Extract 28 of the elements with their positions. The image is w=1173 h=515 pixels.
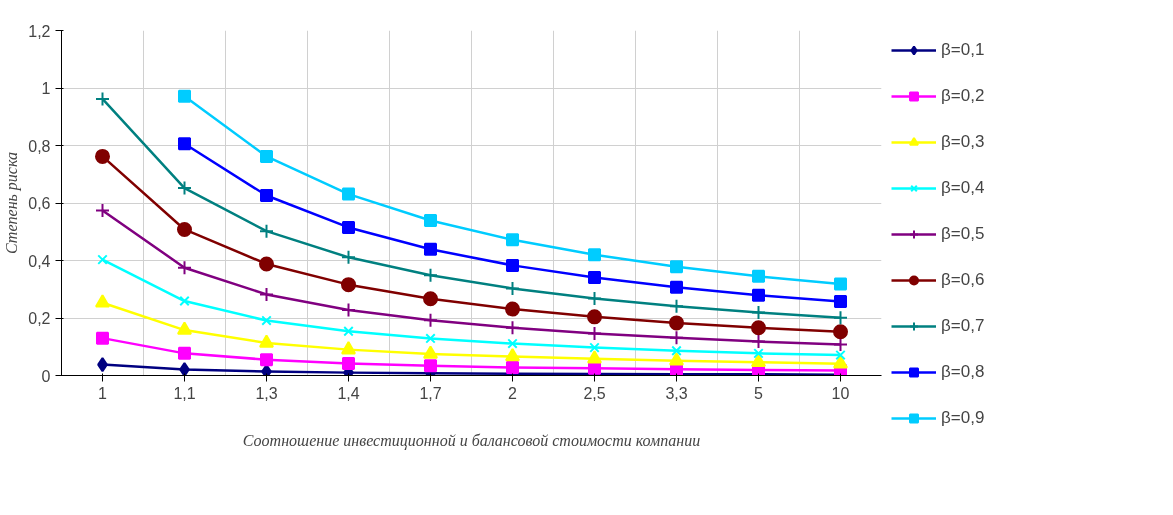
x-tick-label: 2 xyxy=(508,384,518,402)
legend-label: β=0,7 xyxy=(941,316,985,336)
legend-label: β=0,1 xyxy=(941,40,985,60)
y-tick-label: 0 xyxy=(41,367,51,385)
x-tick-label: 2,5 xyxy=(583,384,606,402)
x-axis-title: Соотношение инвестиционной и балансовой стоимости компании xyxy=(242,431,701,450)
x-tick-label: 1,4 xyxy=(337,384,360,402)
y-tick-label: 1,2 xyxy=(28,22,51,40)
legend-label: β=0,8 xyxy=(941,362,985,382)
legend-label: β=0,5 xyxy=(941,224,985,244)
legend-label: β=0,9 xyxy=(941,408,985,428)
y-tick-label: 0,2 xyxy=(28,310,51,327)
y-tick-label: 0,4 xyxy=(28,252,51,270)
legend-label: β=0,3 xyxy=(941,132,985,152)
y-tick-label: 0,6 xyxy=(28,195,51,212)
x-tick-label: 5 xyxy=(754,384,764,402)
legend-label: β=0,2 xyxy=(941,86,985,106)
x-tick-label: 1,7 xyxy=(419,384,442,402)
x-tick-label: 1,1 xyxy=(173,384,196,402)
x-tick-label: 1,3 xyxy=(255,384,278,402)
legend-label: β=0,4 xyxy=(941,178,985,198)
x-tick-label: 10 xyxy=(831,384,850,402)
y-tick-label: 0,8 xyxy=(28,137,51,155)
x-tick-label: 3,3 xyxy=(665,384,688,402)
y-tick-label: 1 xyxy=(41,80,51,97)
legend-label: β=0,6 xyxy=(941,270,985,290)
x-tick-label: 1 xyxy=(98,384,108,402)
y-axis-title: Степень риска xyxy=(3,151,22,255)
